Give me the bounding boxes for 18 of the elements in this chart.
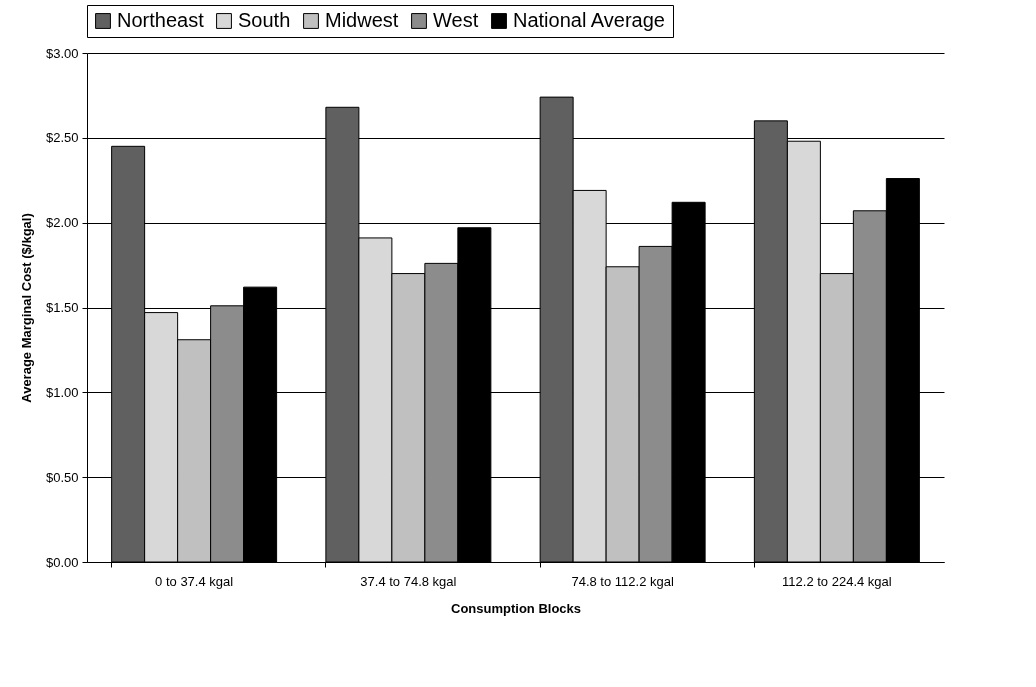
- y-tick-label: $0.50: [45, 469, 79, 485]
- legend-label: National Average: [513, 9, 665, 31]
- legend-label: Northeast: [117, 9, 205, 31]
- legend-label: West: [433, 9, 479, 31]
- y-tick-label: $0.00: [45, 554, 79, 570]
- x-tick-label: 74.8 to 112.2 kgal: [571, 573, 674, 589]
- x-tick-label: 37.4 to 74.8 kgal: [360, 573, 457, 589]
- y-tick-label: $1.50: [45, 300, 79, 315]
- y-tick-label: $2.50: [45, 130, 79, 146]
- y-tick-label: $1.00: [45, 384, 79, 400]
- y-tick-label: $3.00: [45, 45, 79, 61]
- x-tick-label: 112.2 to 224.4 kgal: [782, 573, 892, 589]
- legend-label: South: [238, 9, 291, 31]
- x-axis-title: Consumption Blocks: [450, 600, 582, 616]
- y-tick-label: $2.00: [45, 215, 79, 231]
- legend-label: Midwest: [325, 9, 399, 31]
- y-axis-title: Average Marginal Cost ($/kgal): [18, 213, 34, 403]
- x-tick-label: 0 to 37.4 kgal: [155, 573, 234, 589]
